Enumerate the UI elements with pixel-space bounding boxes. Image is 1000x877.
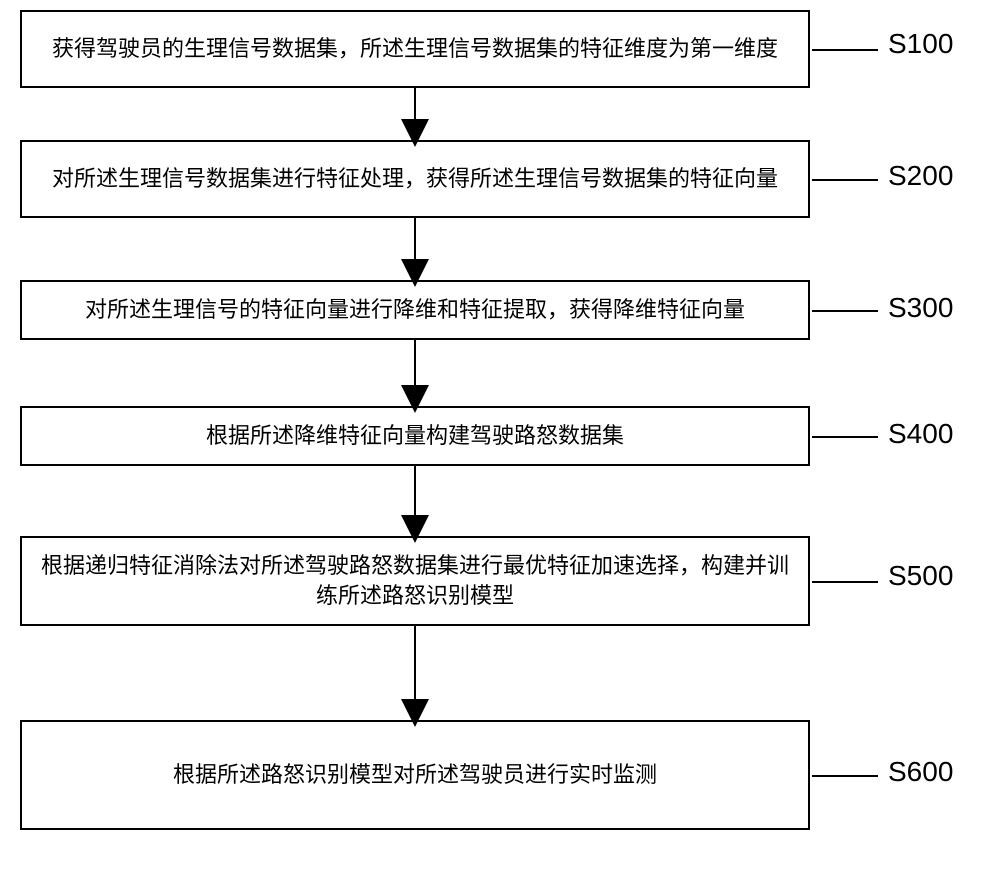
step-label-s300: S300 — [888, 292, 953, 324]
step-label-s200: S200 — [888, 160, 953, 192]
connector-dash — [812, 775, 878, 777]
connector-dash — [812, 581, 878, 583]
step-text: 根据所述路怒识别模型对所述驾驶员进行实时监测 — [173, 760, 657, 790]
flowchart-canvas: 获得驾驶员的生理信号数据集，所述生理信号数据集的特征维度为第一维度 对所述生理信… — [0, 0, 1000, 877]
step-box-s300: 对所述生理信号的特征向量进行降维和特征提取，获得降维特征向量 — [20, 280, 810, 340]
step-text: 对所述生理信号数据集进行特征处理，获得所述生理信号数据集的特征向量 — [52, 164, 778, 194]
step-label-s100: S100 — [888, 28, 953, 60]
step-box-s200: 对所述生理信号数据集进行特征处理，获得所述生理信号数据集的特征向量 — [20, 140, 810, 218]
step-label-s500: S500 — [888, 560, 953, 592]
step-box-s400: 根据所述降维特征向量构建驾驶路怒数据集 — [20, 406, 810, 466]
step-text: 根据递归特征消除法对所述驾驶路怒数据集进行最优特征加速选择，构建并训练所述路怒识… — [34, 551, 796, 610]
connector-dash — [812, 310, 878, 312]
step-box-s500: 根据递归特征消除法对所述驾驶路怒数据集进行最优特征加速选择，构建并训练所述路怒识… — [20, 536, 810, 626]
step-box-s100: 获得驾驶员的生理信号数据集，所述生理信号数据集的特征维度为第一维度 — [20, 10, 810, 88]
step-label-s600: S600 — [888, 756, 953, 788]
step-text: 根据所述降维特征向量构建驾驶路怒数据集 — [206, 421, 624, 451]
connector-dash — [812, 49, 878, 51]
step-text: 对所述生理信号的特征向量进行降维和特征提取，获得降维特征向量 — [85, 295, 745, 325]
connector-dash — [812, 436, 878, 438]
step-box-s600: 根据所述路怒识别模型对所述驾驶员进行实时监测 — [20, 720, 810, 830]
step-text: 获得驾驶员的生理信号数据集，所述生理信号数据集的特征维度为第一维度 — [52, 34, 778, 64]
connector-dash — [812, 179, 878, 181]
step-label-s400: S400 — [888, 418, 953, 450]
